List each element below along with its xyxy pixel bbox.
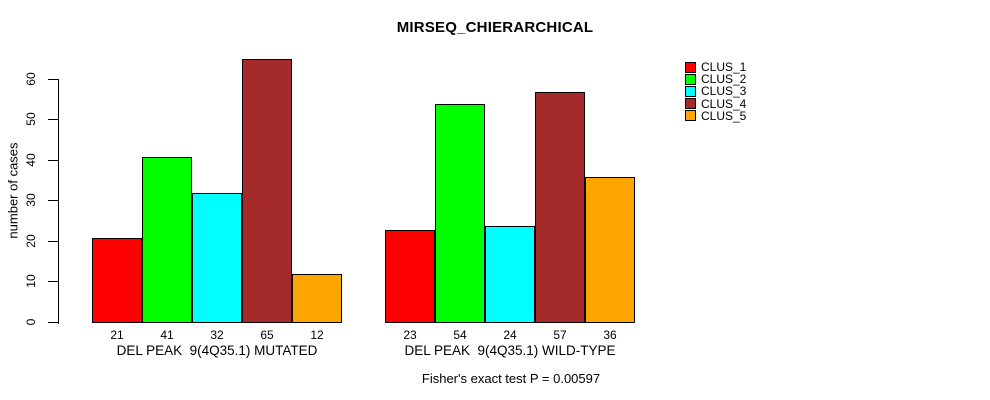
bar-value-label: 54 xyxy=(453,328,467,342)
legend-swatch-icon xyxy=(685,85,696,97)
y-tick-label: 40 xyxy=(24,153,38,167)
y-axis-line xyxy=(58,79,59,324)
legend-swatch-icon xyxy=(685,61,696,73)
bar-value-label: 21 xyxy=(110,328,124,342)
bar-clus_3 xyxy=(192,193,242,323)
legend-label: CLUS_4 xyxy=(701,96,747,111)
bar-clus_1 xyxy=(92,238,142,323)
y-tick-label: 50 xyxy=(24,112,38,126)
bar-clus_3 xyxy=(485,226,535,323)
y-tick-label: 0 xyxy=(24,318,38,326)
y-tick-mark xyxy=(48,200,58,201)
bar-value-label: 41 xyxy=(160,328,174,342)
bar-clus_4 xyxy=(535,92,585,323)
y-tick-label: 20 xyxy=(24,234,38,248)
legend-item: CLUS_5 xyxy=(685,110,746,122)
bar-value-label: 36 xyxy=(603,328,617,342)
group-label: DEL PEAK 9(4Q35.1) WILD-TYPE xyxy=(404,343,616,358)
y-tick-label: 10 xyxy=(24,274,38,288)
group-label: DEL PEAK 9(4Q35.1) MUTATED xyxy=(116,343,318,358)
bar-value-label: 12 xyxy=(310,328,324,342)
bar-clus_2 xyxy=(435,104,485,323)
y-tick-label: 60 xyxy=(24,72,38,86)
legend-label: CLUS_2 xyxy=(701,72,747,87)
legend-item: CLUS_1 xyxy=(685,61,746,73)
chart-title: MIRSEQ_CHIERARCHICAL xyxy=(396,19,594,36)
bar-clus_4 xyxy=(242,59,292,323)
y-tick-mark xyxy=(48,119,58,120)
bar-value-label: 57 xyxy=(553,328,567,342)
bar-value-label: 65 xyxy=(260,328,274,342)
legend-label: CLUS_1 xyxy=(701,60,747,75)
y-tick-mark xyxy=(48,241,58,242)
legend-item: CLUS_2 xyxy=(685,73,746,85)
y-tick-mark xyxy=(48,79,58,80)
legend-swatch-icon xyxy=(685,110,696,122)
y-tick-mark xyxy=(48,322,58,323)
y-tick-mark xyxy=(48,281,58,282)
legend: CLUS_1 CLUS_2 CLUS_3 CLUS_4 CLUS_5 xyxy=(685,61,746,122)
bar-clus_5 xyxy=(585,177,635,323)
legend-label: CLUS_3 xyxy=(701,84,747,99)
bar-value-label: 24 xyxy=(503,328,517,342)
legend-swatch-icon xyxy=(685,73,696,85)
bar-clus_1 xyxy=(385,230,435,323)
y-tick-label: 30 xyxy=(24,193,38,207)
bar-clus_2 xyxy=(142,157,192,323)
legend-swatch-icon xyxy=(685,98,696,110)
bar-value-label: 32 xyxy=(210,328,224,342)
y-tick-mark xyxy=(48,160,58,161)
legend-label: CLUS_5 xyxy=(701,108,747,123)
legend-item: CLUS_3 xyxy=(685,85,746,97)
legend-item: CLUS_4 xyxy=(685,98,746,110)
stat-annotation: Fisher's exact test P = 0.00597 xyxy=(421,371,601,386)
bar-value-label: 23 xyxy=(403,328,417,342)
bar-clus_5 xyxy=(292,274,342,323)
y-axis-label: number of cases xyxy=(5,142,21,239)
